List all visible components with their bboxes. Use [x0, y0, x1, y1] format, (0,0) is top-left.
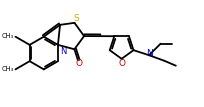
Text: O: O: [118, 59, 125, 68]
Text: N: N: [146, 49, 152, 58]
Text: S: S: [73, 14, 79, 23]
Text: CH₃: CH₃: [1, 66, 13, 72]
Text: O: O: [76, 59, 83, 68]
Text: N: N: [60, 47, 67, 56]
Text: CH₃: CH₃: [1, 33, 13, 39]
